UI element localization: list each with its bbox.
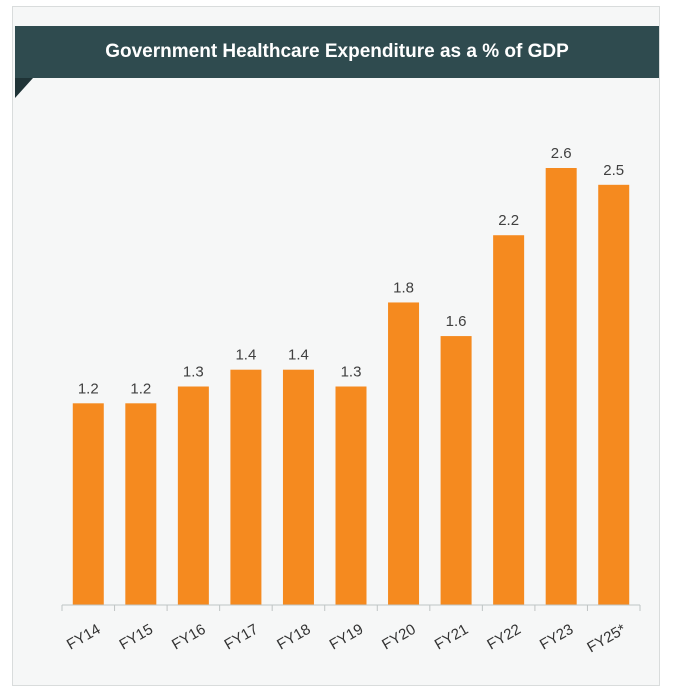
- bar-fy21: [440, 336, 472, 605]
- category-label: FY25*: [584, 621, 629, 657]
- category-labels-group: FY14 FY15 FY16 FY17 FY18 FY19 FY20 FY21 FY22 FY23…: [64, 621, 629, 657]
- bar-fy25: [598, 184, 630, 606]
- bar-fy17: [230, 369, 262, 605]
- value-label: 1.3: [341, 364, 362, 381]
- category-label: FY20: [379, 621, 419, 654]
- bar-fy22: [493, 235, 525, 605]
- chart-title-banner: Government Healthcare Expenditure as a %…: [15, 26, 659, 78]
- bar-fy15: [125, 403, 157, 605]
- value-labels-group: 1.2 1.2 1.3 1.4 1.4 1.3 1.8 1.6 2.2 2.6 2.5: [78, 145, 624, 397]
- bar-fy18: [282, 369, 314, 605]
- category-label: FY15: [116, 621, 156, 654]
- value-label: 2.5: [603, 162, 624, 179]
- value-label: 1.4: [235, 347, 256, 364]
- category-label: FY21: [432, 621, 472, 654]
- category-label: FY22: [484, 621, 524, 654]
- category-label: FY14: [64, 621, 104, 654]
- value-label: 1.2: [130, 380, 151, 397]
- bars-group: [72, 168, 630, 606]
- value-label: 2.2: [498, 212, 519, 229]
- category-label: FY17: [222, 621, 262, 654]
- chart-title: Government Healthcare Expenditure as a %…: [105, 41, 569, 62]
- banner-fold-decoration: [15, 78, 33, 98]
- bar-fy14: [72, 403, 104, 605]
- value-label: 1.2: [78, 380, 99, 397]
- value-label: 2.6: [551, 145, 572, 162]
- category-label: FY16: [169, 621, 209, 654]
- value-label: 1.6: [446, 313, 467, 330]
- bar-fy16: [177, 386, 209, 605]
- category-label: FY23: [537, 621, 577, 654]
- value-label: 1.3: [183, 364, 204, 381]
- bar-fy23: [545, 168, 577, 605]
- bar-fy19: [335, 386, 367, 605]
- value-label: 1.4: [288, 347, 309, 364]
- x-ticks-group: [61, 605, 641, 611]
- bar-fy20: [388, 302, 420, 605]
- value-label: 1.8: [393, 279, 414, 296]
- category-label: FY18: [274, 621, 314, 654]
- category-label: FY19: [327, 621, 367, 654]
